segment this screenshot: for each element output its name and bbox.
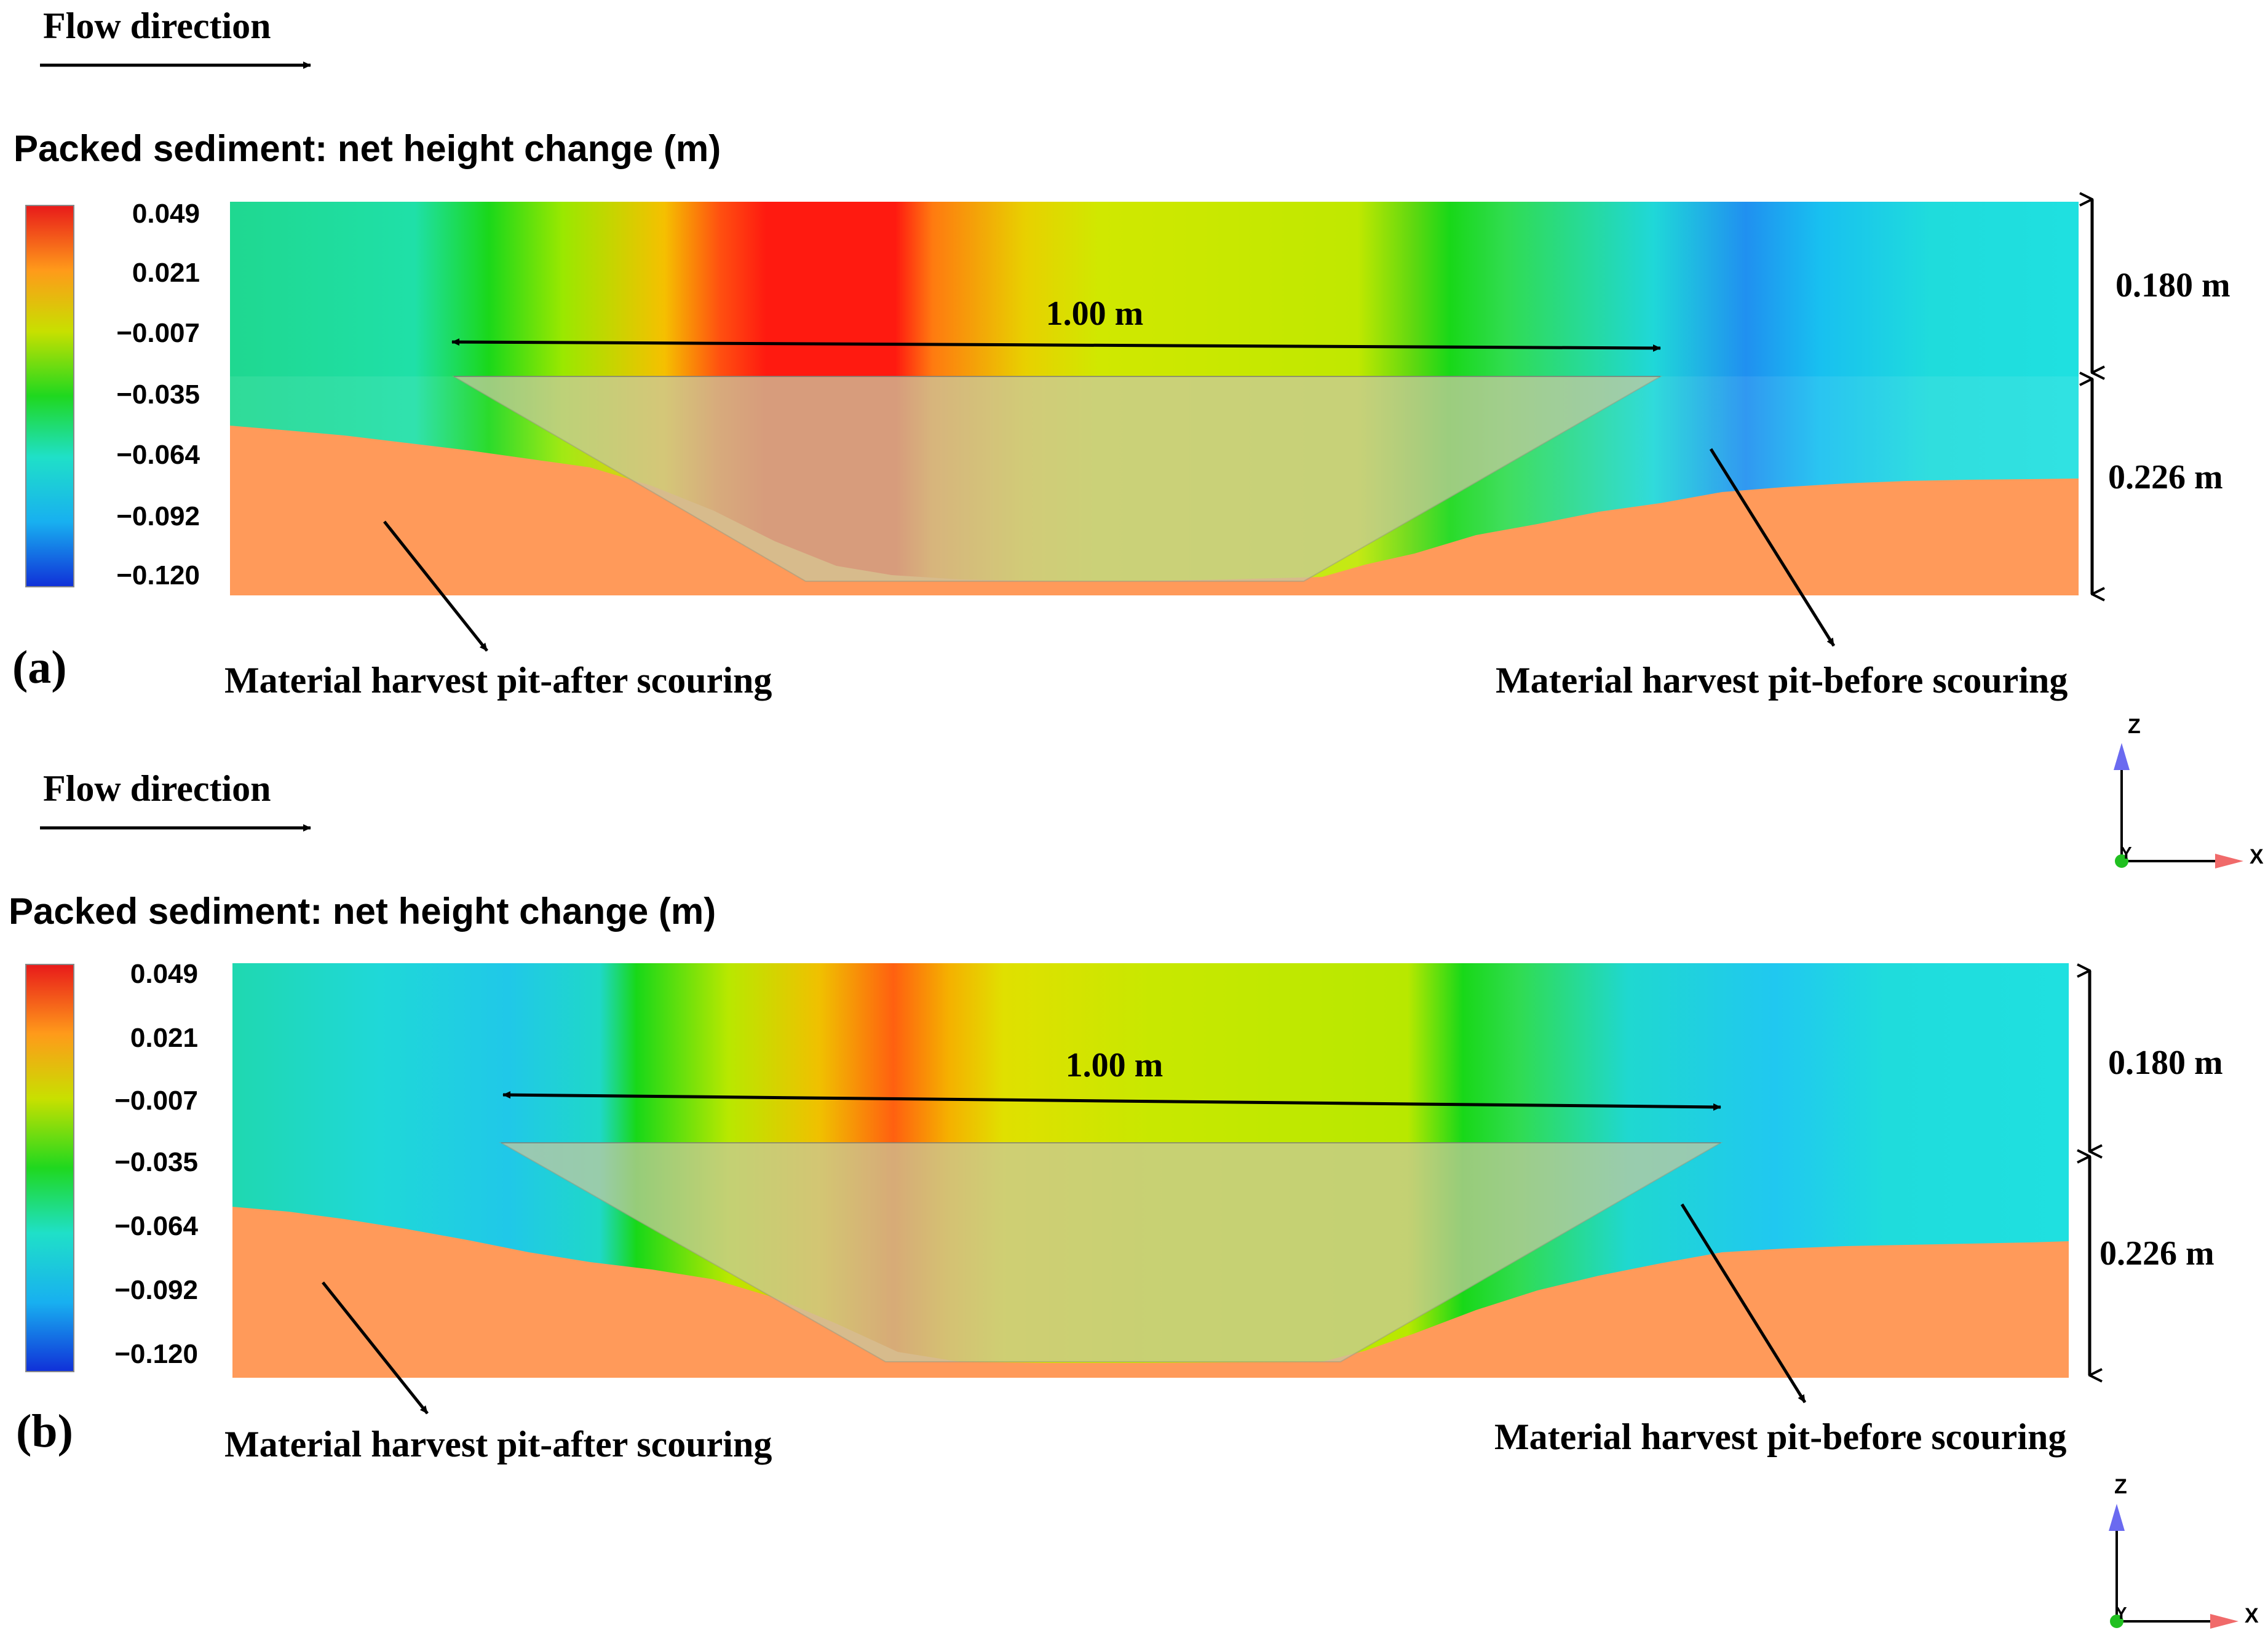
colorbar-ticks: 0.049 0.021 −0.007 −0.035 −0.064 −0.092 …	[114, 959, 198, 1369]
y-axis-origin	[2110, 1615, 2123, 1628]
axis-triad: Z X Y	[2109, 1475, 2259, 1629]
colorbar-tick: −0.064	[116, 440, 200, 470]
colorbar-title: Packed sediment: net height change (m)	[9, 891, 716, 932]
x-axis-label: X	[2250, 845, 2264, 868]
colorbar-tick: −0.007	[114, 1086, 198, 1116]
colorbar-tick: −0.007	[116, 318, 200, 348]
width-dimension-label: 1.00 m	[1066, 1046, 1164, 1084]
colorbar-tick: −0.035	[116, 379, 200, 410]
before-scouring-label: Material harvest pit-before scouring	[1494, 1417, 2066, 1457]
colorbar-tick: −0.092	[116, 501, 200, 531]
colorbar-tick: 0.021	[130, 1023, 198, 1053]
before-scouring-pointer	[1709, 448, 1836, 647]
upper-height-label: 0.180 m	[2115, 266, 2230, 304]
width-dimension-arrow	[451, 338, 1661, 352]
colorbar	[25, 205, 74, 587]
z-axis-label: Z	[2114, 1475, 2127, 1498]
panel-label: (b)	[16, 1405, 73, 1457]
before-scouring-label: Material harvest pit-before scouring	[1496, 660, 2068, 701]
axis-triad: Z X Y	[2114, 715, 2264, 868]
simulation-domain	[232, 963, 2069, 1378]
x-axis-label: X	[2245, 1604, 2259, 1627]
panel-a: Flow direction Packed sediment: net heig…	[12, 6, 2264, 868]
colorbar-ticks: 0.049 0.021 −0.007 −0.035 −0.064 −0.092 …	[116, 199, 200, 590]
colorbar	[25, 964, 74, 1372]
z-axis-label: Z	[2128, 715, 2141, 738]
after-scouring-label: Material harvest pit-after scouring	[224, 1424, 772, 1464]
lower-height-label: 0.226 m	[2108, 458, 2223, 496]
after-scouring-pointer	[383, 520, 488, 652]
colorbar-tick: 0.049	[132, 199, 200, 229]
colorbar-tick: −0.092	[114, 1275, 198, 1305]
colorbar-tick: −0.120	[114, 1339, 198, 1369]
simulation-domain	[230, 202, 2079, 595]
lower-height-label: 0.226 m	[2099, 1234, 2214, 1273]
y-axis-label: Y	[2120, 843, 2132, 862]
flow-direction-label: Flow direction	[43, 6, 271, 46]
upper-height-label: 0.180 m	[2108, 1044, 2223, 1082]
width-dimension-label: 1.00 m	[1046, 295, 1144, 333]
colorbar-tick: −0.064	[114, 1211, 198, 1241]
colorbar-tick: −0.035	[114, 1147, 198, 1177]
z-axis-arrowhead	[2109, 1504, 2125, 1531]
x-axis-arrowhead	[2210, 1614, 2238, 1629]
width-dimension-arrow	[502, 1091, 1721, 1111]
panel-label: (a)	[12, 642, 67, 693]
after-scouring-label: Material harvest pit-after scouring	[224, 660, 772, 701]
colorbar-tick: 0.021	[132, 258, 200, 288]
colorbar-title: Packed sediment: net height change (m)	[14, 128, 721, 169]
y-axis-origin	[2115, 854, 2128, 868]
z-axis-arrowhead	[2114, 743, 2130, 770]
y-axis-label: Y	[2115, 1603, 2127, 1623]
x-axis-arrowhead	[2215, 854, 2243, 868]
scoured-sediment-bed	[232, 1207, 2069, 1378]
colorbar-tick: 0.049	[130, 959, 198, 989]
colorbar-tick: −0.120	[116, 560, 200, 590]
after-scouring-pointer	[322, 1281, 429, 1415]
flow-direction-label: Flow direction	[43, 768, 271, 809]
before-scouring-pointer	[1680, 1203, 1807, 1404]
panel-b: Flow direction Packed sediment: net heig…	[9, 768, 2259, 1629]
scoured-sediment-bed	[230, 426, 2079, 595]
